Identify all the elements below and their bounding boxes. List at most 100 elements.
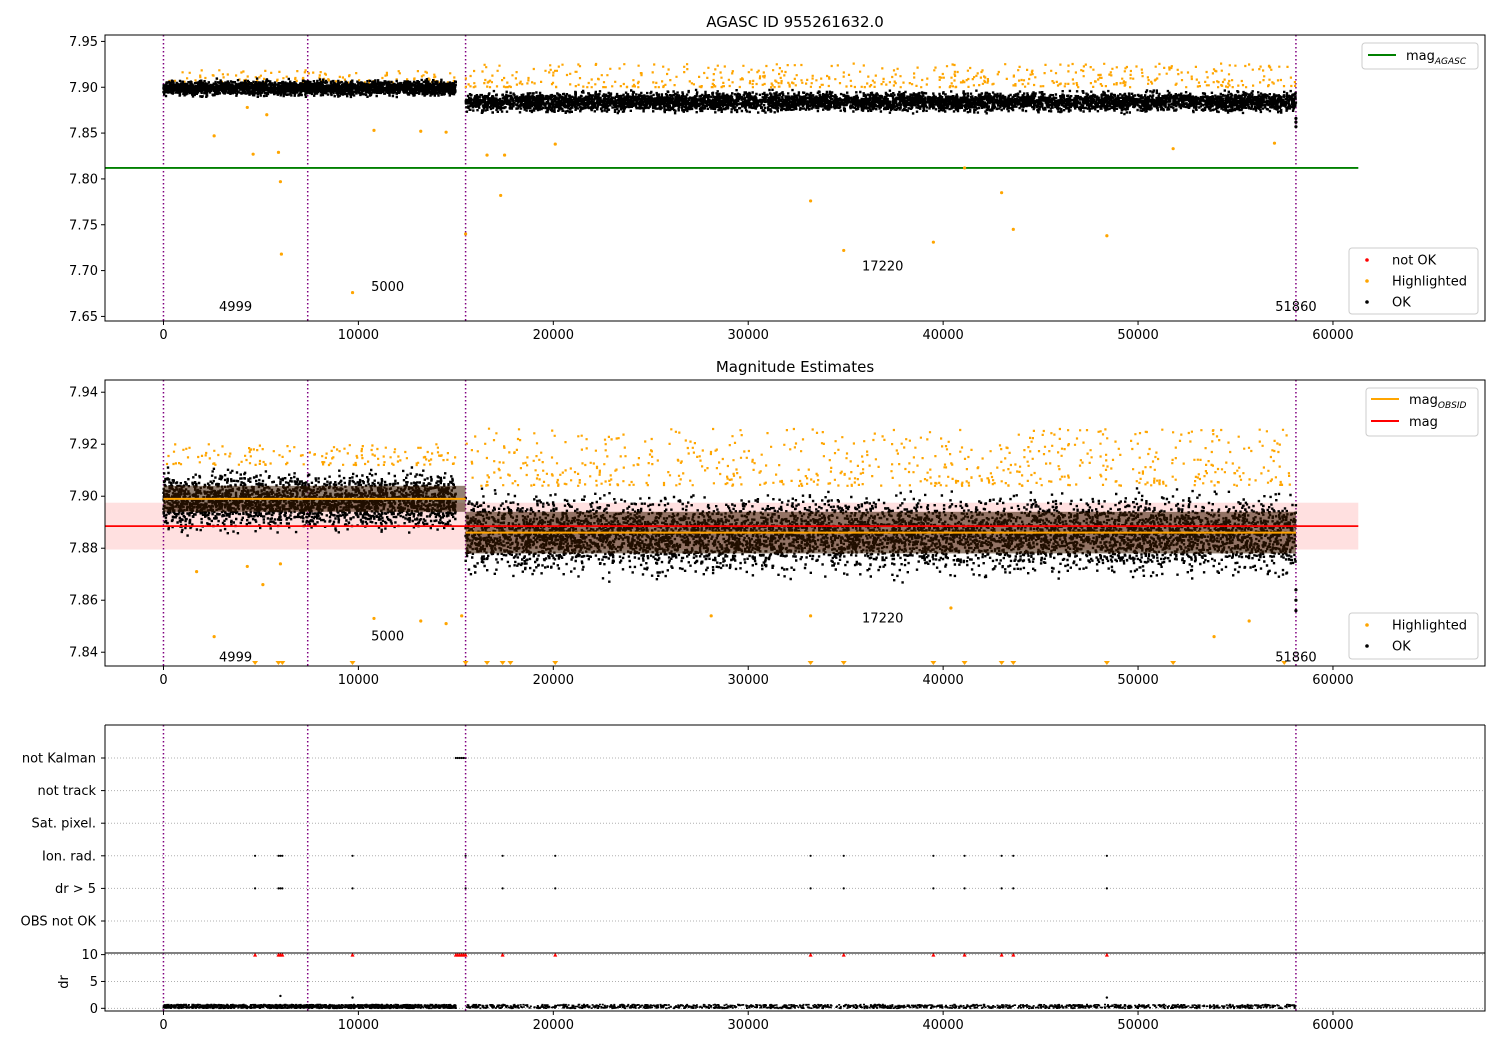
highlighted-point xyxy=(1272,141,1277,145)
dr-clipped-marker xyxy=(931,952,936,957)
x-tick-label: 60000 xyxy=(1312,673,1353,688)
flag-point xyxy=(842,854,845,857)
panel-dr: 0 10000 20000 30000 40000 50000 60000 0 5 10 dr xyxy=(57,948,1486,1033)
x-tick-label: 0 xyxy=(159,673,167,688)
legend-mag-agasc-label-main: mag xyxy=(1406,49,1435,64)
legend-box xyxy=(1361,42,1479,70)
x-tick-label: 10000 xyxy=(338,673,379,688)
x-tick-label: 20000 xyxy=(533,673,574,688)
highlighted-point xyxy=(419,129,423,133)
highlighted-point xyxy=(553,142,557,146)
y-tick-label: 7.80 xyxy=(69,172,98,187)
highlighted-point xyxy=(808,199,813,203)
flag-point xyxy=(253,887,257,890)
clipped-marker xyxy=(1170,661,1177,665)
legend-mag-obsid-label: magOBSID xyxy=(1409,393,1467,411)
flag-label: Ion. rad. xyxy=(42,849,96,864)
dr-clipped-marker xyxy=(1104,952,1109,957)
flag-point xyxy=(842,887,845,890)
dr-clipped-marker xyxy=(253,952,258,957)
highlighted-point xyxy=(485,153,489,157)
flag-point xyxy=(464,887,467,890)
highlighted-point xyxy=(372,128,376,132)
flag-point xyxy=(554,887,557,890)
ok-points-cluster xyxy=(162,77,457,99)
x-tick-label: 30000 xyxy=(728,328,769,343)
x-tick-label: 50000 xyxy=(1117,328,1158,343)
dr-clipped-marker xyxy=(280,952,285,957)
clipped-marker xyxy=(507,661,514,665)
ok-point xyxy=(1294,116,1298,121)
y-tick-label: 7.95 xyxy=(69,35,98,50)
dr-clipped-marker xyxy=(463,952,468,957)
panel-dr-frame xyxy=(104,952,1486,1012)
y-tick-label: 7.75 xyxy=(69,218,98,233)
flag-label: Sat. pixel. xyxy=(32,817,96,832)
highlighted-point xyxy=(444,622,448,626)
x-tick-label: 30000 xyxy=(728,1018,769,1033)
dr-point xyxy=(1105,996,1109,999)
clipped-marker xyxy=(930,661,937,665)
flag-point xyxy=(281,887,284,890)
dr-clipped-marker xyxy=(808,952,813,957)
legend-label: Highlighted xyxy=(1392,275,1467,290)
x-tick-label: 50000 xyxy=(1117,1018,1158,1033)
flag-point xyxy=(963,887,966,890)
flag-point xyxy=(809,854,812,857)
x-tick-label: 60000 xyxy=(1312,328,1353,343)
flag-point xyxy=(279,854,282,857)
ok-points-cluster xyxy=(464,88,1298,116)
highlighted-point xyxy=(1171,147,1175,151)
highlighted-point xyxy=(265,113,269,117)
x-tick-label: 30000 xyxy=(728,673,769,688)
clipped-marker xyxy=(1103,661,1110,665)
highlighted-point xyxy=(276,150,281,154)
highlighted-points-cluster xyxy=(464,62,1297,89)
y-tick-label: 5 xyxy=(90,975,98,990)
obs-label: 51860 xyxy=(1275,300,1316,315)
y-tick-label: 7.92 xyxy=(69,438,98,453)
highlighted-point xyxy=(931,240,935,244)
flag-point xyxy=(1105,854,1108,857)
highlighted-point xyxy=(499,193,503,198)
highlighted-point xyxy=(245,564,249,569)
dr-points-cluster xyxy=(162,1003,457,1010)
y-tick-label: 7.65 xyxy=(69,310,98,325)
x-tick-label: 10000 xyxy=(338,1018,379,1033)
flag-point xyxy=(253,854,257,857)
y-tick-label: 7.90 xyxy=(69,490,98,505)
legend-label: OK xyxy=(1392,296,1411,311)
flag-point xyxy=(1000,854,1003,857)
ok-point xyxy=(1294,588,1298,592)
x-tick-label: 10000 xyxy=(338,328,379,343)
obs-label: 5000 xyxy=(371,280,404,295)
flag-point xyxy=(963,854,966,857)
flag-point xyxy=(1105,887,1108,890)
highlighted-point xyxy=(278,180,283,184)
legend-marker xyxy=(1365,279,1369,283)
dr-point xyxy=(351,996,354,999)
dr-axis-label: dr xyxy=(57,975,72,989)
highlighted-point xyxy=(463,232,468,236)
highlighted-point xyxy=(419,619,423,623)
clipped-marker xyxy=(998,661,1005,665)
y-tick-label: 7.90 xyxy=(69,81,98,96)
legend-mag-agasc-label: magAGASC xyxy=(1406,49,1467,67)
dr-clipped-marker xyxy=(553,952,558,957)
flag-label: not Kalman xyxy=(22,752,96,767)
dr-clipped-marker xyxy=(350,952,355,957)
ok-point xyxy=(1294,125,1298,129)
flag-label: not track xyxy=(37,784,96,799)
highlighted-point xyxy=(949,606,953,610)
dr-clipped-marker xyxy=(841,952,846,957)
legend-marker xyxy=(1365,300,1369,304)
panel-agasc: AGASC ID 955261632.0 4999 5000 17220 51860 0… xyxy=(69,13,1486,343)
highlighted-point xyxy=(1000,191,1004,195)
y-tick-label: 7.70 xyxy=(69,264,98,279)
highlighted-point xyxy=(1105,234,1109,238)
legend-box xyxy=(1348,247,1479,315)
highlighted-point xyxy=(808,614,813,618)
x-tick-label: 20000 xyxy=(533,1018,574,1033)
ok-point xyxy=(1294,609,1298,613)
flag-label: dr > 5 xyxy=(55,882,96,897)
